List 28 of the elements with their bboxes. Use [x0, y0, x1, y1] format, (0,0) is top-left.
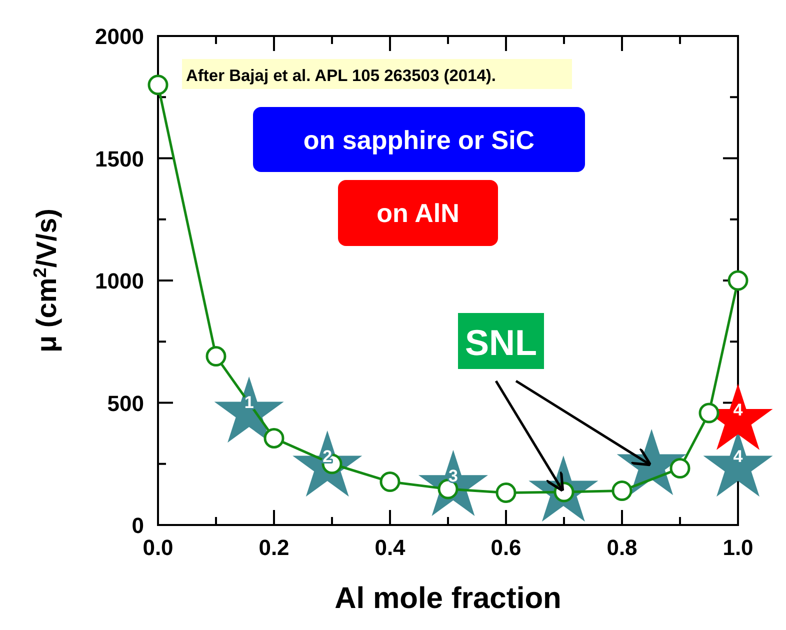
point: [148, 74, 168, 96]
y-tick-label: 0: [132, 513, 144, 538]
point: [264, 428, 284, 448]
x-tick-label: 0.2: [258, 535, 290, 560]
point: [380, 471, 400, 492]
point: [670, 458, 690, 479]
annotation: on sapphire or SiC: [303, 125, 535, 155]
x-tick-label: 0.0: [142, 535, 174, 560]
point: [698, 402, 720, 424]
point: [728, 270, 748, 291]
point: [612, 480, 632, 502]
point: [496, 482, 516, 503]
annotation: on AlN: [376, 198, 460, 228]
y-tick-label: 1500: [95, 146, 144, 172]
point: [206, 346, 226, 367]
x-tick-label: 0.8: [606, 535, 638, 560]
y-tick-label: 500: [107, 390, 144, 416]
annotation: 3: [448, 466, 458, 486]
x-tick-label: 0.6: [490, 535, 522, 560]
x-tick-label: 1.0: [722, 535, 754, 560]
x-tick-label: 0.4: [374, 535, 406, 560]
annotation: 4: [733, 447, 744, 466]
annotation: SNL: [465, 322, 537, 363]
y-tick-label: 1000: [95, 268, 144, 294]
annotation: After Bajaj et al. APL 105 263503 (2014).: [186, 67, 496, 85]
y-tick-label: 2000: [95, 24, 144, 49]
x-axis-title: Al mole fraction: [334, 582, 562, 615]
annotation: 4: [733, 400, 744, 420]
